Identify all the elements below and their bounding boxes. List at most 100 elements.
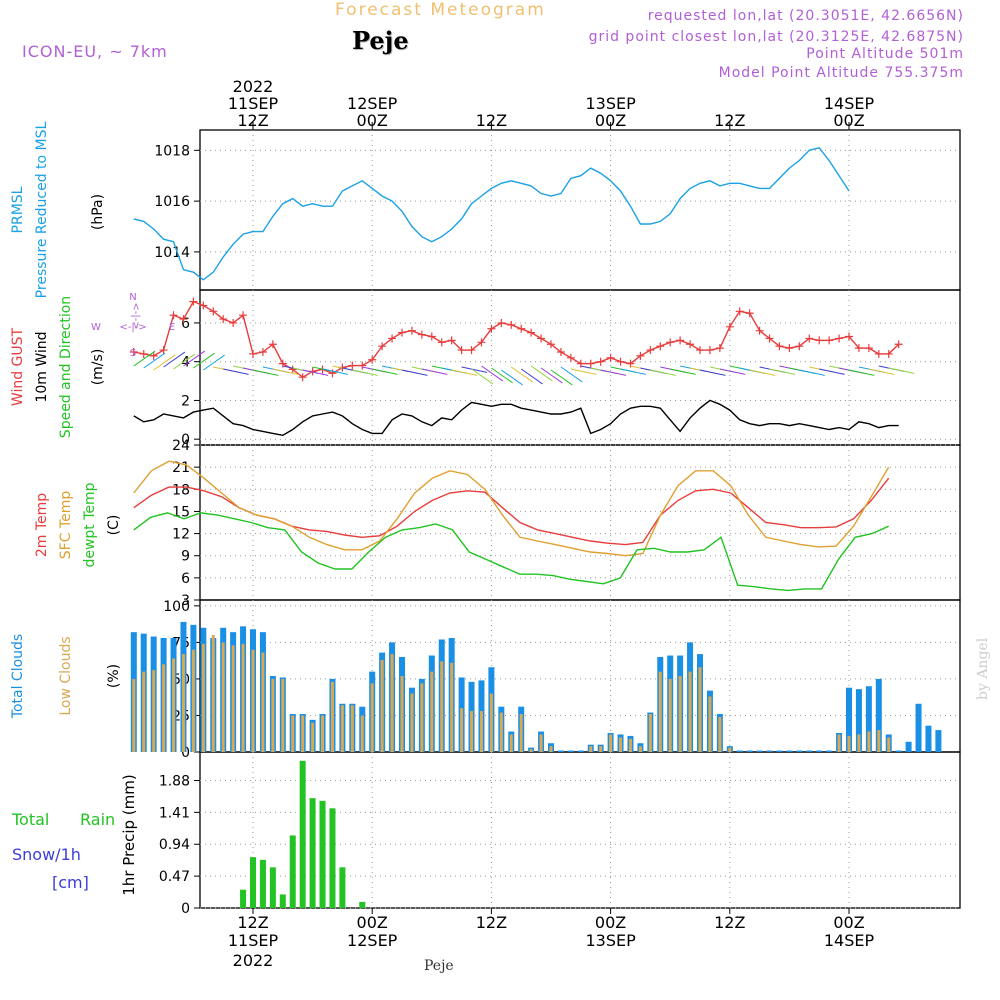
- label-hpa: (hPa): [90, 194, 106, 230]
- gust-marker: [139, 349, 148, 358]
- cloud-bar-total: [826, 750, 833, 752]
- cloud-bar-total: [746, 750, 753, 752]
- time-label-top: 11SEP: [228, 94, 279, 113]
- y-tick-label: 1.88: [159, 773, 190, 789]
- gust-marker: [735, 307, 744, 316]
- time-label-bottom: 00Z: [833, 913, 864, 932]
- gust-marker: [427, 332, 436, 341]
- cloud-bar-total: [875, 678, 882, 752]
- wind-arrow: [600, 369, 627, 376]
- wind-arrow: [451, 369, 478, 376]
- point-altitude: Point Altitude 501m: [806, 46, 964, 62]
- wind-arrow: [491, 367, 513, 384]
- cloud-bar-low: [191, 649, 195, 752]
- label-2m-temp: 2m Temp: [34, 493, 50, 557]
- cloud-bar-low: [301, 715, 305, 752]
- gust-marker: [884, 349, 893, 358]
- cloud-bar-low: [509, 734, 513, 752]
- cloud-bar-low: [201, 643, 205, 752]
- time-label-bottom: 12Z: [476, 913, 507, 932]
- y-tick-label: 1.41: [159, 805, 190, 821]
- y-tick-label: 12: [172, 527, 190, 543]
- wind-arrow: [133, 350, 156, 367]
- time-label-top: 12Z: [714, 111, 745, 130]
- gust-marker: [864, 344, 873, 353]
- precip-bar: [299, 760, 306, 908]
- gust-marker: [268, 340, 277, 349]
- gust-marker: [209, 307, 218, 316]
- gust-marker: [715, 344, 724, 353]
- time-label-bottom: 11SEP: [228, 931, 279, 950]
- cloud-bar-low: [340, 705, 344, 752]
- pressure-line: [133, 147, 850, 281]
- time-label-bottom: 00Z: [595, 913, 626, 932]
- gust-marker: [547, 340, 555, 349]
- compass-s: S: [130, 348, 136, 359]
- y-tick-label: 6: [181, 316, 190, 332]
- sfc-temp-line: [133, 460, 890, 557]
- model-label: ICON-EU, ~ 7km: [22, 42, 168, 61]
- cloud-bar-low: [132, 678, 136, 752]
- wind-arrow: [272, 368, 299, 375]
- cloud-bar-low: [231, 645, 235, 752]
- wind-arrow: [848, 369, 875, 376]
- label-prmsl: PRMSL: [10, 186, 26, 233]
- precip-bar: [279, 894, 286, 908]
- wind-arrow: [560, 366, 583, 383]
- label-wind-direction: Speed and Direction: [58, 296, 74, 438]
- precip-bar: [309, 798, 316, 908]
- cloud-bar-low: [172, 658, 176, 752]
- gust-marker: [825, 336, 834, 345]
- gust-marker: [686, 340, 695, 349]
- label-10m-wind: 10m Wind: [34, 331, 50, 402]
- label-wind-gust: Wind GUST: [10, 327, 26, 406]
- cloud-bar-low: [589, 746, 593, 752]
- gust-marker: [229, 318, 238, 327]
- y-tick-label: 24: [172, 438, 190, 454]
- cloud-bar-low: [658, 671, 662, 752]
- label-ms: (m/s): [90, 349, 106, 386]
- y-tick-label: 0.47: [159, 869, 190, 885]
- cloud-bar-total: [786, 750, 793, 752]
- gust-marker: [348, 361, 357, 370]
- y-tick-label: 3: [181, 593, 190, 609]
- y-tick-label: 4: [181, 355, 190, 371]
- precip-bar: [259, 859, 266, 908]
- gust-marker: [775, 342, 784, 351]
- gust-marker: [159, 346, 168, 355]
- time-label-bottom: 13SEP: [585, 931, 636, 950]
- cloud-bar-low: [688, 671, 692, 752]
- gust-marker: [368, 355, 377, 364]
- gust-marker: [795, 342, 804, 351]
- panel-frame: [199, 129, 961, 291]
- cloud-bar-low: [221, 642, 225, 752]
- cloud-bar-total: [865, 686, 872, 752]
- wind-arrow: [461, 366, 488, 373]
- wind-arrow: [888, 367, 915, 374]
- wind-arrow: [799, 369, 825, 376]
- label-pressure-msl: Pressure Reduced to MSL: [34, 121, 50, 298]
- gust-marker: [556, 348, 565, 356]
- cloud-bar-total: [855, 689, 862, 752]
- cloud-bar-low: [410, 693, 414, 752]
- precip-bar: [339, 867, 346, 908]
- cloud-bar-total: [756, 750, 763, 752]
- gust-marker: [477, 338, 486, 347]
- compass-ew: <-|->: [119, 322, 146, 333]
- gust-marker: [805, 334, 814, 343]
- cloud-bar-low: [519, 714, 523, 752]
- wind-arrow: [302, 369, 329, 376]
- model-altitude: Model Point Altitude 755.375m: [718, 65, 964, 81]
- wind-arrow: [401, 369, 428, 376]
- label-precip-mm: 1hr Precip (mm): [120, 774, 138, 895]
- cloud-bar-low: [181, 654, 185, 752]
- cloud-bar-low: [251, 649, 255, 752]
- cloud-bar-total: [567, 750, 574, 752]
- time-label-bottom: 12Z: [237, 913, 268, 932]
- cloud-bar-total: [766, 750, 773, 752]
- label-snow: Snow/1h: [12, 845, 81, 864]
- cloud-bar-low: [867, 731, 871, 752]
- precip-bar: [329, 808, 336, 908]
- gust-marker: [566, 353, 575, 362]
